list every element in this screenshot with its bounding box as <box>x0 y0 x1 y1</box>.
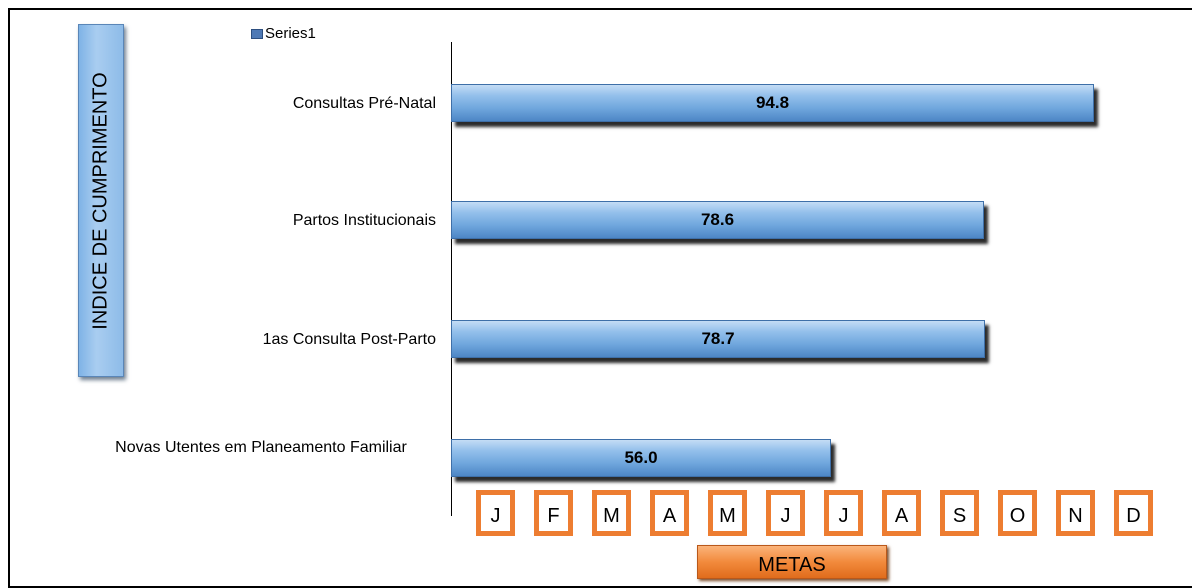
month-box-3: M <box>592 490 631 536</box>
category-label-planeamento-familiar: Novas Utentes em Planeamento Familiar <box>115 439 407 456</box>
x-axis-title-box: METAS <box>697 545 887 579</box>
category-axis-line <box>451 42 452 516</box>
bar-3: 78.7 <box>451 320 985 358</box>
bar-value-label: 56.0 <box>624 448 658 467</box>
month-box-11: N <box>1056 490 1095 536</box>
month-box-9: S <box>940 490 979 536</box>
legend-entry-series1: Series1 <box>265 25 316 42</box>
category-label-consultas-pre-natal: Consultas Pré-Natal <box>292 95 436 112</box>
bar-value-label: 94.8 <box>755 93 790 112</box>
month-box-2: F <box>534 490 573 536</box>
legend: Series1 <box>251 25 316 42</box>
month-box-6: J <box>766 490 805 536</box>
y-axis-title-box: INDICE DE CUMPRIMENTO <box>78 24 124 377</box>
x-axis-title: METAS <box>758 554 826 576</box>
month-box-8: A <box>882 490 921 536</box>
bar-2: 78.6 <box>451 201 984 239</box>
y-axis-title: INDICE DE CUMPRIMENTO <box>89 71 112 330</box>
legend-swatch <box>251 28 263 39</box>
month-box-7: J <box>824 490 863 536</box>
month-box-4: A <box>650 490 689 536</box>
month-box-1: J <box>476 490 515 536</box>
bar-value-label: 78.6 <box>700 210 735 229</box>
month-box-10: O <box>998 490 1037 536</box>
category-label-partos-institucionais: Partos Institucionais <box>292 212 436 229</box>
bar-value-label: 78.7 <box>701 329 735 348</box>
bar-4: 56.0 <box>451 439 831 477</box>
month-box-12: D <box>1114 490 1153 536</box>
bar-1: 94.8 <box>451 84 1094 122</box>
month-box-5: M <box>708 490 747 536</box>
category-label-consulta-post-parto: 1as Consulta Post-Parto <box>262 331 436 348</box>
